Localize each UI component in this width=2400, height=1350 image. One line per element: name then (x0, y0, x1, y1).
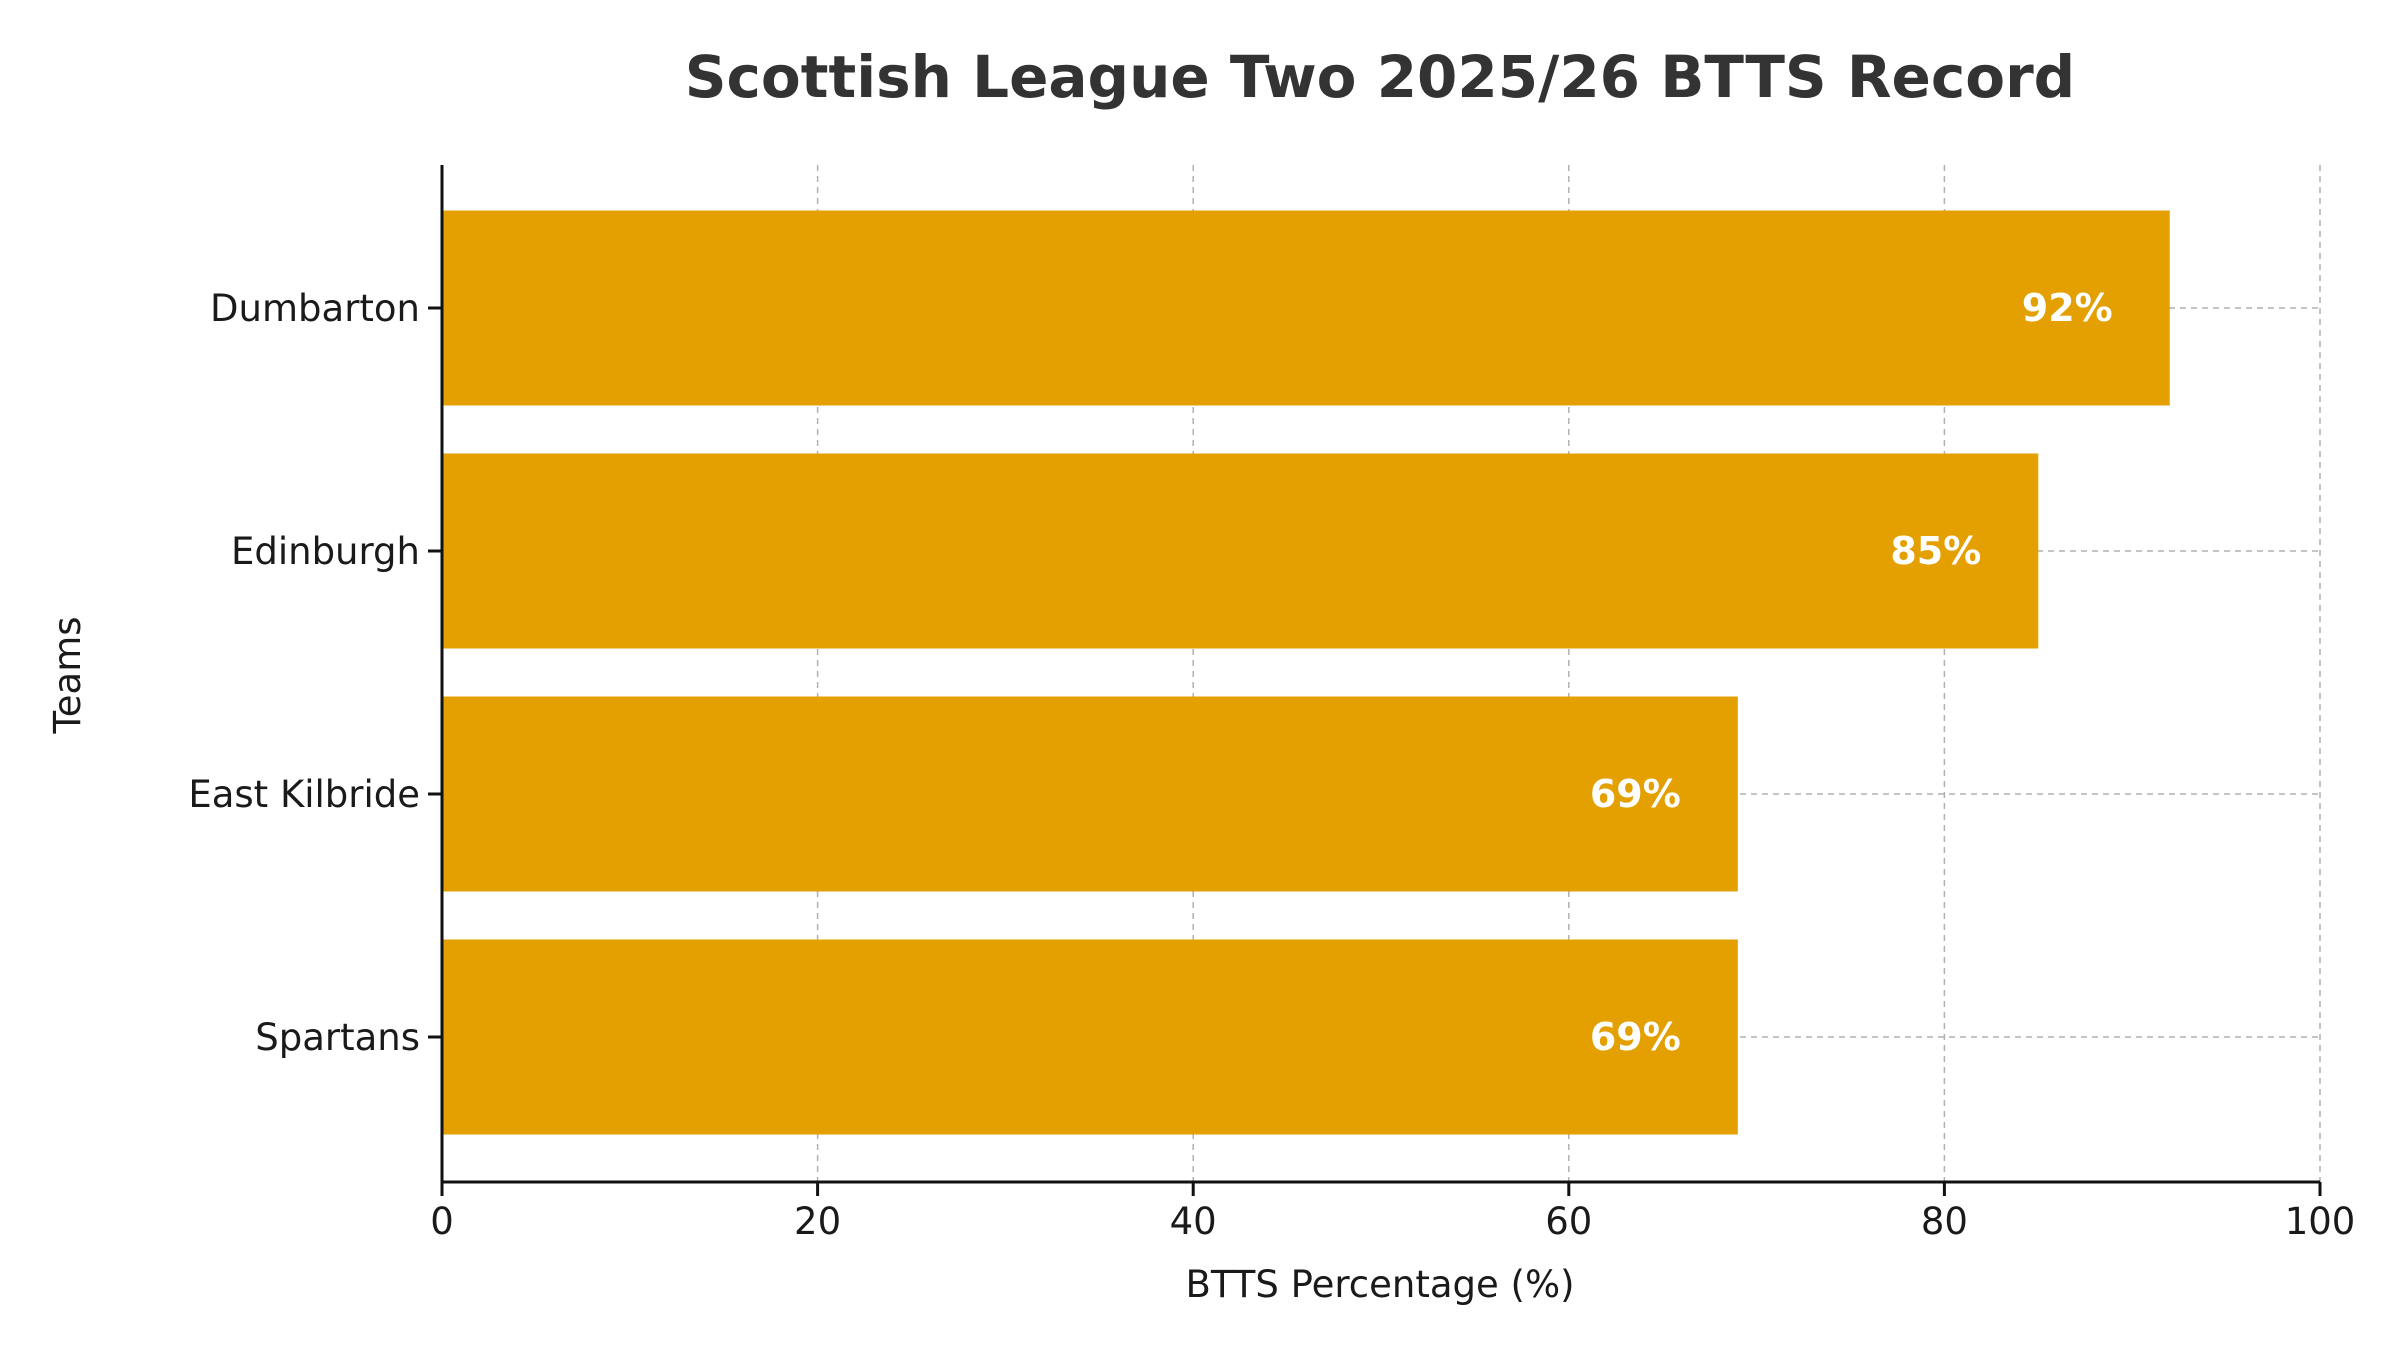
x-tick-label: 80 (1921, 1200, 1968, 1243)
x-axis-label: BTTS Percentage (%) (1185, 1263, 1574, 1306)
bar (442, 939, 1738, 1135)
x-tick-label: 60 (1545, 1200, 1592, 1243)
y-tick-label: Dumbarton (210, 287, 420, 330)
x-tick-label: 100 (2285, 1200, 2356, 1243)
y-tick-label: Spartans (255, 1016, 420, 1059)
y-axis-label: Teams (46, 616, 89, 734)
bar-value-label: 92% (2022, 286, 2113, 330)
y-axis: Dumbarton Edinburgh East Kilbride Spartans (188, 165, 444, 1182)
x-tick-label: 20 (794, 1200, 841, 1243)
bar (442, 453, 2039, 649)
x-tick-label: 40 (1170, 1200, 1217, 1243)
bars (442, 210, 2170, 1135)
data-labels: 92% 85% 69% 69% (1590, 286, 2113, 1059)
x-tick-label: 0 (430, 1200, 454, 1243)
chart-title: Scottish League Two 2025/26 BTTS Record (685, 43, 2075, 111)
y-tick-label: East Kilbride (188, 773, 420, 816)
y-tick-label: Edinburgh (231, 530, 420, 573)
bar-value-label: 69% (1590, 772, 1681, 816)
bar-value-label: 85% (1890, 529, 1981, 573)
x-axis: 0 20 40 60 80 100 (430, 1180, 2356, 1243)
bar-value-label: 69% (1590, 1015, 1681, 1059)
bar (442, 696, 1738, 892)
bar (442, 210, 2170, 406)
